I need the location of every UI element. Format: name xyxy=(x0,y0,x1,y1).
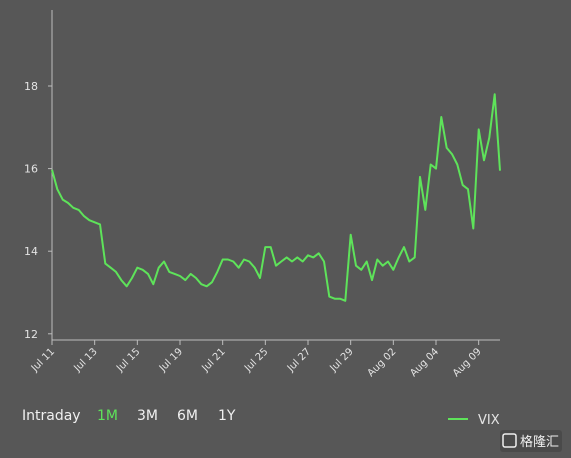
series-line xyxy=(51,93,501,302)
range-button[interactable]: 6M xyxy=(177,408,198,424)
watermark-icon xyxy=(502,433,517,448)
range-button[interactable]: 3M xyxy=(137,408,158,424)
legend-label: VIX xyxy=(478,413,500,428)
y-tick-label: 18 xyxy=(24,80,38,93)
y-tick-label: 16 xyxy=(24,163,38,176)
range-button[interactable]: 1M xyxy=(97,408,118,424)
range-button[interactable]: 1Y xyxy=(218,408,236,424)
range-button[interactable]: Intraday xyxy=(22,408,81,424)
y-tick-label: 14 xyxy=(24,245,38,258)
watermark: 格隆汇 xyxy=(520,434,559,450)
y-tick-label: 12 xyxy=(24,328,38,341)
